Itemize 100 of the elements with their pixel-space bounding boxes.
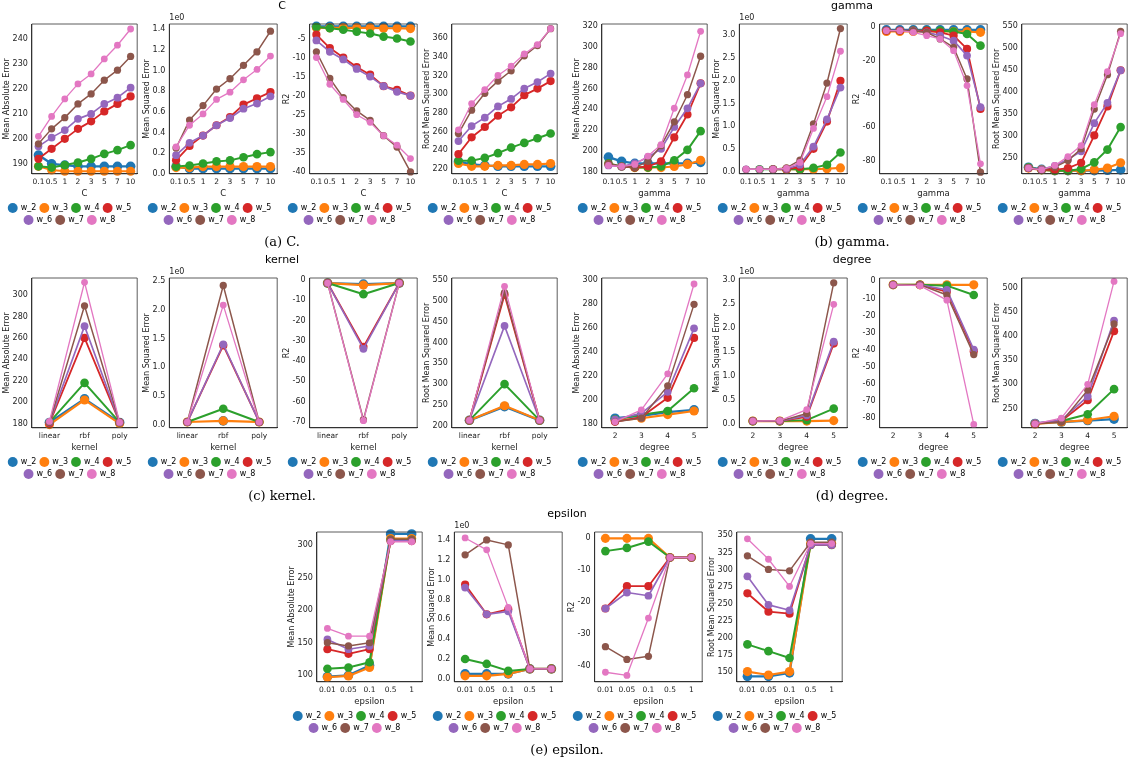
- legend-label: w_5: [680, 711, 697, 721]
- legend-label: w_2: [590, 457, 607, 467]
- x-axis-title: C: [81, 188, 88, 199]
- y-tick-label: 175: [717, 649, 733, 659]
- legend-label: w_4: [504, 203, 520, 213]
- x-axis-title: C: [220, 188, 227, 199]
- y-tick-label: 1.0: [722, 121, 736, 131]
- legend-label: w_5: [825, 203, 842, 213]
- legend-label: w_6: [886, 469, 903, 479]
- y-axis-title: Root Mean Squared Error: [991, 48, 1001, 150]
- legend-label: w_8: [809, 469, 826, 479]
- legend-label: w_5: [535, 203, 552, 213]
- y-tick-label: -60: [862, 378, 876, 388]
- legend-label: w_8: [809, 215, 826, 225]
- x-axis-title: gamma: [1058, 188, 1091, 199]
- y-tick-label: 0: [585, 533, 591, 543]
- y-tick-label: -80: [862, 155, 876, 165]
- text: 1e0: [169, 267, 185, 277]
- y-axis-title: R2: [281, 347, 291, 359]
- y-tick-label: 240: [12, 354, 28, 364]
- legend-label: w_3: [1042, 457, 1059, 467]
- legend-label: w_4: [794, 203, 810, 213]
- y-tick-label: 300: [1002, 379, 1018, 389]
- y-tick-label: 150: [717, 666, 733, 676]
- y-tick-label: 300: [1002, 131, 1018, 141]
- y-tick-label: 0.0: [437, 673, 451, 683]
- y-tick-label: 300: [582, 41, 598, 51]
- y-tick-label: 0.8: [152, 86, 166, 96]
- legend-label: w_7: [778, 469, 794, 479]
- y-tick-label: 1.2: [152, 44, 166, 54]
- text: 1e0: [169, 13, 185, 23]
- legend-label: w_2: [300, 457, 317, 467]
- legend-label: w_6: [461, 723, 478, 733]
- y-axis-title: Mean Squared Error: [426, 566, 436, 647]
- legend-label: w_6: [316, 215, 333, 225]
- legend-label: w_2: [1010, 457, 1027, 467]
- text: kernel: [265, 253, 299, 266]
- legend-label: w_4: [224, 457, 240, 467]
- legend-label: w_4: [1074, 203, 1090, 213]
- x-axis-title: epsilon: [633, 696, 664, 707]
- y-tick-label: 230: [12, 59, 28, 69]
- y-tick-label: 260: [582, 83, 598, 93]
- legend-label: w_3: [762, 203, 779, 213]
- legend-label: w_2: [870, 203, 887, 213]
- legend-label: w_4: [934, 457, 950, 467]
- legend-label: w_3: [1042, 203, 1059, 213]
- y-tick-label: 240: [432, 145, 448, 155]
- y-tick-label: 0.2: [437, 654, 451, 664]
- y-tick-label: 190: [12, 158, 28, 168]
- legend-label: w_3: [52, 203, 69, 213]
- legend-label: w_7: [638, 469, 654, 479]
- text: 1e0: [454, 521, 470, 531]
- y-tick-label: 300: [297, 540, 313, 550]
- text: 1e0: [739, 13, 755, 23]
- y-tick-label: -20: [862, 310, 876, 320]
- y-tick-label: 225: [717, 615, 733, 625]
- y-axis-title: Mean Absolute Error: [1, 57, 11, 140]
- legend-label: w_6: [1026, 215, 1043, 225]
- legend-label: w_5: [965, 457, 982, 467]
- legend-label: w_4: [364, 203, 380, 213]
- x-axis-title: epsilon: [774, 696, 805, 707]
- y-tick-label: 0.6: [152, 106, 166, 116]
- y-tick-label: 180: [582, 166, 598, 176]
- y-tick-label: 2.0: [722, 323, 736, 333]
- legend-label: w_6: [36, 215, 53, 225]
- y-tick-label: 300: [582, 275, 598, 285]
- y-tick-label: 240: [582, 347, 598, 357]
- legend-label: w_3: [332, 203, 349, 213]
- legend-label: w_2: [725, 711, 742, 721]
- y-tick-label: 500: [1002, 282, 1018, 292]
- legend-label: w_8: [239, 215, 256, 225]
- legend-label: w_4: [224, 203, 240, 213]
- y-tick-label: -25: [292, 109, 306, 119]
- y-tick-label: 0.5: [722, 143, 736, 153]
- y-tick-label: -70: [292, 416, 306, 426]
- legend-label: w_4: [1074, 457, 1090, 467]
- y-tick-label: 275: [717, 581, 733, 591]
- text: (b) gamma.: [813, 234, 891, 250]
- legend-label: w_2: [300, 203, 317, 213]
- x-axis-title: C: [360, 188, 367, 199]
- y-tick-label: 0.6: [437, 614, 451, 624]
- legend-label: w_3: [622, 457, 639, 467]
- y-axis-title: Mean Squared Error: [141, 312, 151, 393]
- y-tick-label: 1.2: [437, 554, 451, 564]
- legend-label: w_4: [654, 457, 670, 467]
- legend-label: w_4: [84, 203, 100, 213]
- y-tick-label: 0: [870, 276, 876, 286]
- y-tick-label: 220: [582, 371, 598, 381]
- y-tick-label: -20: [292, 315, 306, 325]
- y-tick-label: -30: [577, 629, 591, 639]
- legend-label: w_3: [472, 457, 489, 467]
- legend-label: w_3: [757, 711, 774, 721]
- y-tick-label: -15: [292, 71, 306, 81]
- legend-label: w_5: [825, 457, 842, 467]
- x-axis-title: kernel: [210, 442, 237, 453]
- legend-label: w_4: [789, 711, 805, 721]
- legend-label: w_6: [321, 723, 338, 733]
- y-tick-label: 0: [300, 275, 306, 285]
- legend-label: w_7: [68, 215, 84, 225]
- y-tick-label: 220: [582, 125, 598, 135]
